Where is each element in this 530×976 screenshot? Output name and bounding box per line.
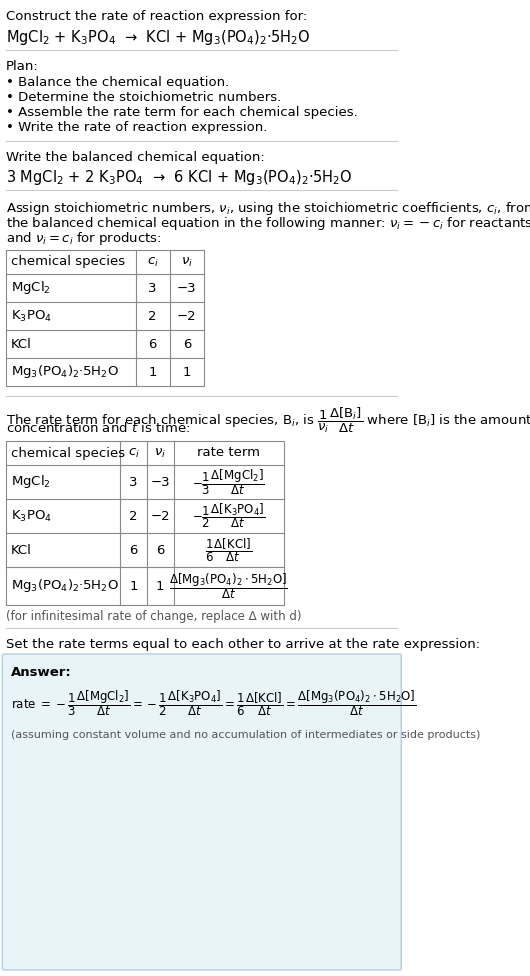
Text: $\nu_i$: $\nu_i$ xyxy=(181,256,193,268)
Text: K$_3$PO$_4$: K$_3$PO$_4$ xyxy=(11,308,51,324)
Text: chemical species: chemical species xyxy=(11,446,125,460)
Text: Answer:: Answer: xyxy=(11,666,72,679)
Text: 1: 1 xyxy=(148,365,157,379)
Text: Mg$_3$(PO$_4$)$_2$·5H$_2$O: Mg$_3$(PO$_4$)$_2$·5H$_2$O xyxy=(11,363,119,381)
Text: • Balance the chemical equation.: • Balance the chemical equation. xyxy=(6,76,229,89)
Text: $-\dfrac{1}{3}\dfrac{\Delta[\mathrm{MgCl_2}]}{\Delta t}$: $-\dfrac{1}{3}\dfrac{\Delta[\mathrm{MgCl… xyxy=(192,468,265,497)
Text: rate term: rate term xyxy=(197,446,260,460)
Text: −3: −3 xyxy=(151,475,170,489)
Text: 6: 6 xyxy=(148,338,157,350)
Text: (assuming constant volume and no accumulation of intermediates or side products): (assuming constant volume and no accumul… xyxy=(11,730,480,740)
Text: −2: −2 xyxy=(177,309,197,322)
Text: $\dfrac{\Delta[\mathrm{Mg_3(PO_4)_2 \cdot 5H_2O}]}{\Delta t}$: $\dfrac{\Delta[\mathrm{Mg_3(PO_4)_2 \cdo… xyxy=(169,571,288,601)
Text: • Assemble the rate term for each chemical species.: • Assemble the rate term for each chemic… xyxy=(6,106,358,119)
Text: concentration and $t$ is time:: concentration and $t$ is time: xyxy=(6,421,190,435)
Text: the balanced chemical equation in the following manner: $\nu_i = -c_i$ for react: the balanced chemical equation in the fo… xyxy=(6,215,530,232)
Text: Plan:: Plan: xyxy=(6,60,39,73)
Text: 1: 1 xyxy=(156,580,164,592)
Text: Assign stoichiometric numbers, $\nu_i$, using the stoichiometric coefficients, $: Assign stoichiometric numbers, $\nu_i$, … xyxy=(6,200,530,217)
Text: (for infinitesimal rate of change, replace Δ with d): (for infinitesimal rate of change, repla… xyxy=(6,610,302,623)
Text: chemical species: chemical species xyxy=(11,256,125,268)
Text: −3: −3 xyxy=(177,281,197,295)
Text: $\dfrac{1}{6}\dfrac{\Delta[\mathrm{KCl}]}{\Delta t}$: $\dfrac{1}{6}\dfrac{\Delta[\mathrm{KCl}]… xyxy=(205,536,252,564)
Text: and $\nu_i = c_i$ for products:: and $\nu_i = c_i$ for products: xyxy=(6,230,162,247)
Bar xyxy=(6,441,284,605)
Text: • Write the rate of reaction expression.: • Write the rate of reaction expression. xyxy=(6,121,268,134)
Text: MgCl$_2$ + K$_3$PO$_4$  →  KCl + Mg$_3$(PO$_4$)$_2$·5H$_2$O: MgCl$_2$ + K$_3$PO$_4$ → KCl + Mg$_3$(PO… xyxy=(6,28,311,47)
Text: 2: 2 xyxy=(129,509,138,522)
Text: MgCl$_2$: MgCl$_2$ xyxy=(11,473,50,491)
Text: Mg$_3$(PO$_4$)$_2$·5H$_2$O: Mg$_3$(PO$_4$)$_2$·5H$_2$O xyxy=(11,578,119,594)
Text: 1: 1 xyxy=(183,365,191,379)
Text: 6: 6 xyxy=(156,544,164,556)
FancyBboxPatch shape xyxy=(2,654,401,970)
Text: $\nu_i$: $\nu_i$ xyxy=(154,446,166,460)
Text: The rate term for each chemical species, B$_i$, is $\dfrac{1}{\nu_i}\dfrac{\Delt: The rate term for each chemical species,… xyxy=(6,406,530,435)
Text: 3: 3 xyxy=(129,475,138,489)
Text: −2: −2 xyxy=(151,509,170,522)
Text: $c_i$: $c_i$ xyxy=(147,256,158,268)
Text: MgCl$_2$: MgCl$_2$ xyxy=(11,279,50,297)
Text: 3: 3 xyxy=(148,281,157,295)
Text: K$_3$PO$_4$: K$_3$PO$_4$ xyxy=(11,508,51,523)
Text: $-\dfrac{1}{2}\dfrac{\Delta[\mathrm{K_3PO_4}]}{\Delta t}$: $-\dfrac{1}{2}\dfrac{\Delta[\mathrm{K_3P… xyxy=(192,502,266,530)
Text: KCl: KCl xyxy=(11,338,32,350)
Text: KCl: KCl xyxy=(11,544,32,556)
Text: 2: 2 xyxy=(148,309,157,322)
Text: Construct the rate of reaction expression for:: Construct the rate of reaction expressio… xyxy=(6,10,307,23)
Text: 1: 1 xyxy=(129,580,138,592)
Text: 3 MgCl$_2$ + 2 K$_3$PO$_4$  →  6 KCl + Mg$_3$(PO$_4$)$_2$·5H$_2$O: 3 MgCl$_2$ + 2 K$_3$PO$_4$ → 6 KCl + Mg$… xyxy=(6,168,352,187)
Text: Write the balanced chemical equation:: Write the balanced chemical equation: xyxy=(6,151,265,164)
Text: • Determine the stoichiometric numbers.: • Determine the stoichiometric numbers. xyxy=(6,91,281,104)
Text: Set the rate terms equal to each other to arrive at the rate expression:: Set the rate terms equal to each other t… xyxy=(6,638,480,651)
Text: $c_i$: $c_i$ xyxy=(128,446,139,460)
Text: 6: 6 xyxy=(183,338,191,350)
Text: rate $= -\dfrac{1}{3}\dfrac{\Delta[\mathrm{MgCl_2}]}{\Delta t} = -\dfrac{1}{2}\d: rate $= -\dfrac{1}{3}\dfrac{\Delta[\math… xyxy=(11,688,416,717)
Text: 6: 6 xyxy=(129,544,138,556)
Bar xyxy=(6,250,204,386)
